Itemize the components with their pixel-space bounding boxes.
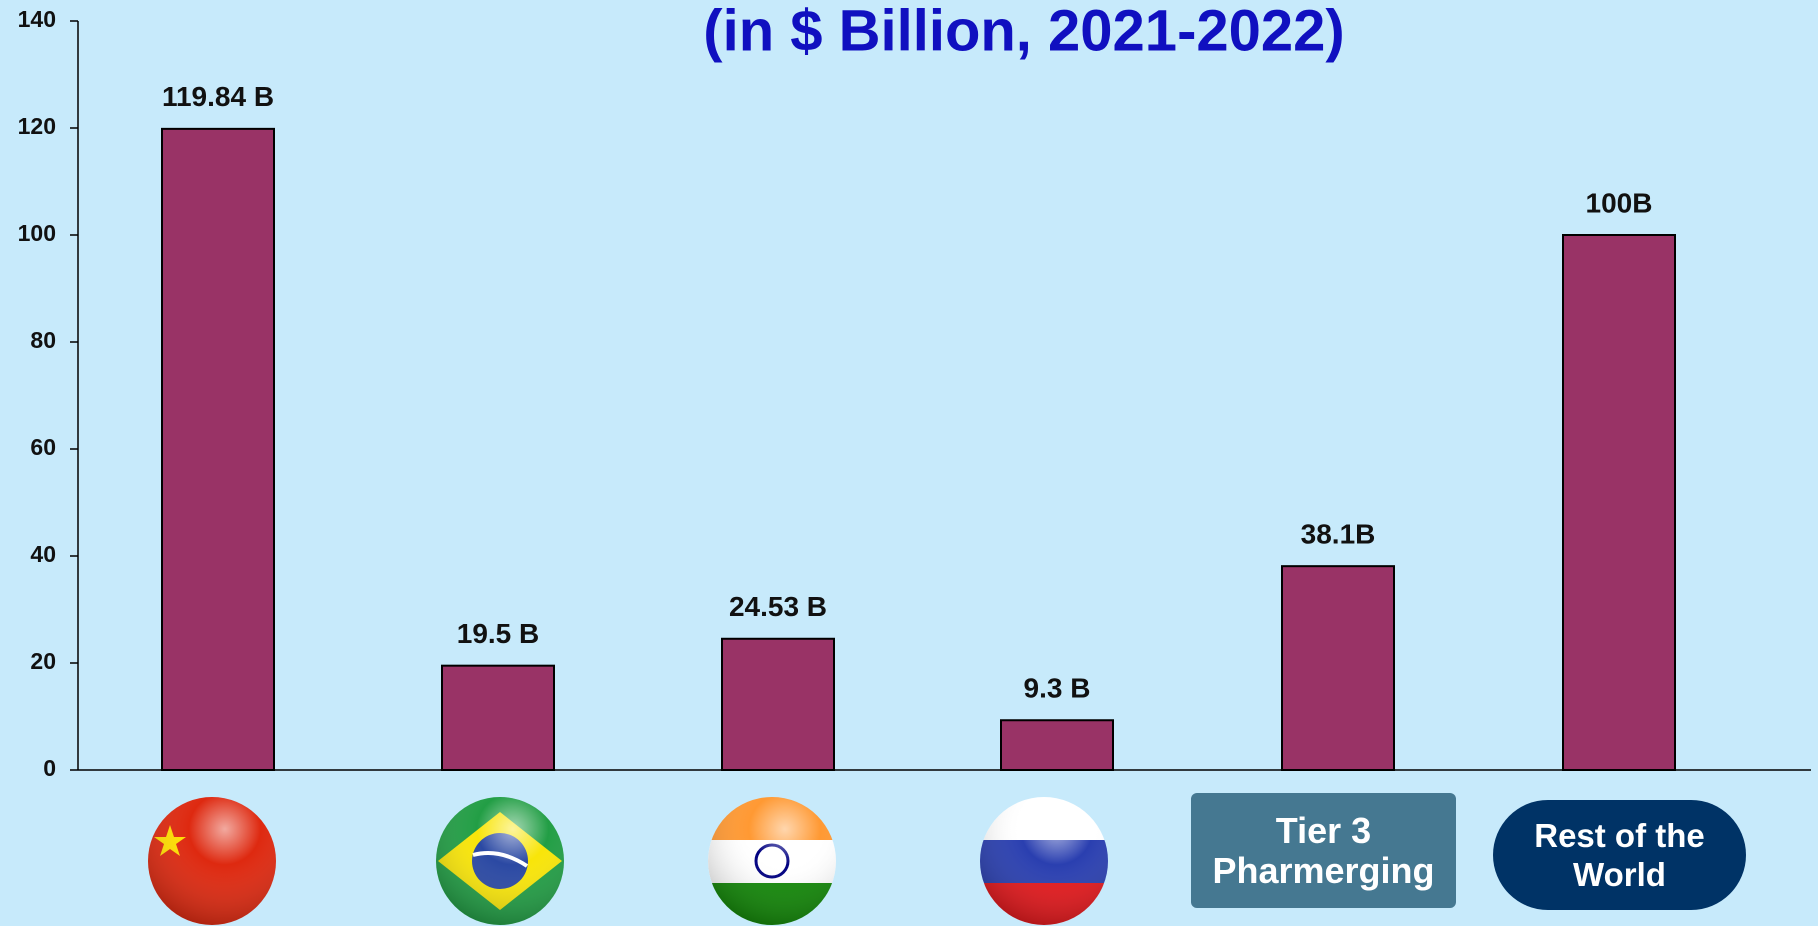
y-tick-label: 40 bbox=[30, 541, 56, 567]
flag-brazil bbox=[436, 797, 564, 925]
y-tick-label: 20 bbox=[30, 648, 56, 674]
flag-russia bbox=[980, 797, 1108, 925]
value-label: 9.3 B bbox=[1024, 673, 1091, 704]
bar bbox=[441, 664, 555, 771]
y-tick-label: 60 bbox=[30, 434, 56, 460]
value-label: 38.1B bbox=[1301, 519, 1376, 550]
y-tick-label: 100 bbox=[18, 220, 56, 246]
y-tick-label: 120 bbox=[18, 113, 56, 139]
y-tick-label: 0 bbox=[43, 755, 56, 781]
flag-india bbox=[708, 797, 836, 925]
bar bbox=[1281, 565, 1395, 771]
bar bbox=[1562, 234, 1676, 771]
value-label: 100B bbox=[1586, 187, 1653, 218]
y-tick-label: 140 bbox=[18, 6, 56, 32]
bar bbox=[721, 637, 835, 772]
bar bbox=[161, 127, 275, 771]
category-label: Tier 3 Pharmerging bbox=[1191, 793, 1456, 908]
chart-title: (in $ Billion, 2021-2022) bbox=[703, 0, 1344, 63]
category-label: Rest of the World bbox=[1493, 800, 1746, 910]
value-label: 24.53 B bbox=[729, 591, 827, 622]
value-label: 119.84 B bbox=[162, 81, 274, 112]
bar bbox=[1000, 719, 1114, 771]
value-label: 19.5 B bbox=[457, 618, 540, 649]
flag-china bbox=[148, 797, 276, 925]
y-tick-label: 80 bbox=[30, 327, 56, 353]
